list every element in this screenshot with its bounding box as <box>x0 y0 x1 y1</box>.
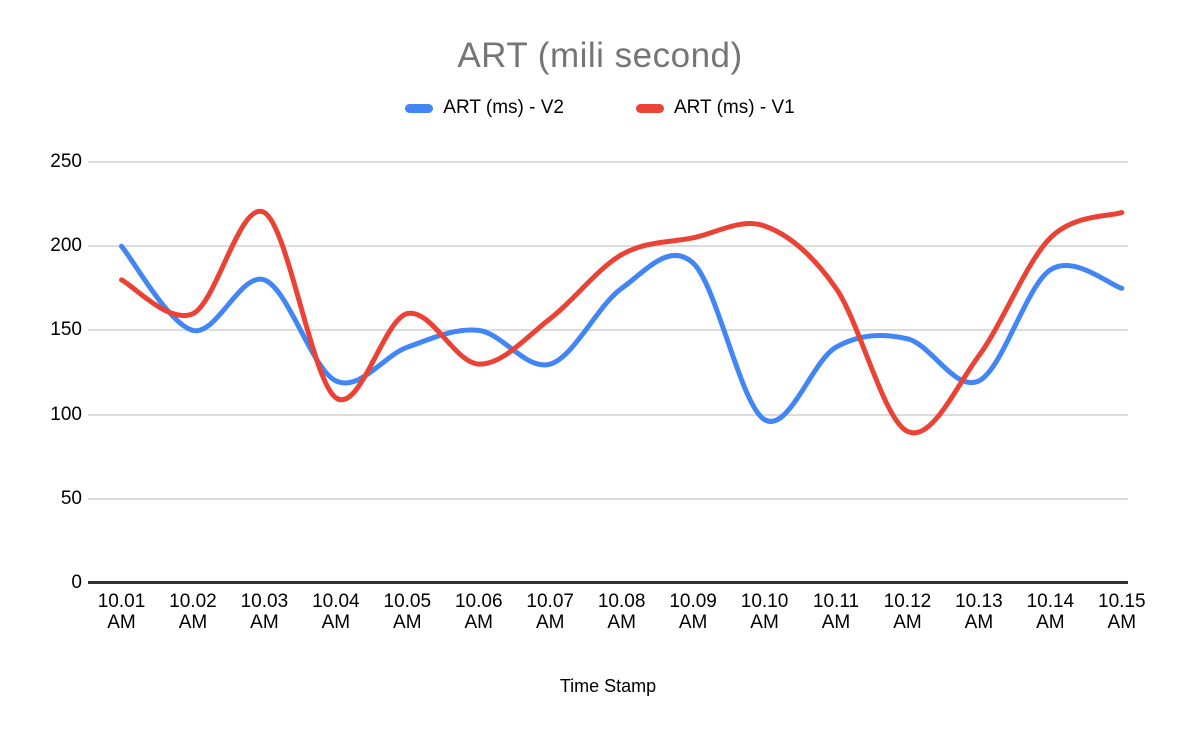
chart-title: ART (mili second) <box>457 36 743 75</box>
legend-swatch-v2-icon <box>405 103 434 113</box>
y-tick-label-0: 0 <box>71 572 82 593</box>
y-tick-label-200: 200 <box>50 235 82 257</box>
gridline-200 <box>88 245 1128 248</box>
x-tick-label-10.11-AM: 10.11 AM <box>812 591 860 633</box>
x-tick-label-10.05-AM: 10.05 AM <box>383 591 432 633</box>
x-tick-label-10.13-AM: 10.13 AM <box>955 591 1003 633</box>
legend-item-v2: ART (ms) - V2 <box>405 97 564 119</box>
x-tick-label-10.03-AM: 10.03 AM <box>240 591 289 633</box>
x-axis-title: Time Stamp <box>559 676 657 696</box>
x-tick-label-10.06-AM: 10.06 AM <box>454 591 503 633</box>
legend-label-v1: ART (ms) - V1 <box>674 97 795 118</box>
x-tick-label-10.08-AM: 10.08 AM <box>597 591 646 633</box>
y-tick-label-250: 250 <box>50 151 82 172</box>
legend-item-v1: ART (ms) - V1 <box>636 97 795 119</box>
x-tick-label-10.01-AM: 10.01 AM <box>97 591 146 633</box>
series-line-v1 <box>119 208 1125 436</box>
plot-area <box>88 161 1128 584</box>
gridline-250 <box>88 161 1128 163</box>
x-tick-label-10.02-AM: 10.02 AM <box>169 591 217 633</box>
gridline-150 <box>88 329 1128 332</box>
x-axis-line <box>88 581 1128 584</box>
y-tick-label-50: 50 <box>60 487 82 509</box>
x-tick-label-10.10-AM: 10.10 AM <box>740 591 789 633</box>
series-curves <box>119 208 1125 436</box>
series-line-v2 <box>119 243 1125 424</box>
x-tick-label-10.04-AM: 10.04 AM <box>312 591 360 633</box>
gridline-50 <box>88 497 1128 500</box>
x-tick-label-10.07-AM: 10.07 AM <box>526 591 574 633</box>
x-tick-label-10.14-AM: 10.14 AM <box>1026 591 1075 633</box>
x-tick-label-10.09-AM: 10.09 AM <box>669 591 717 633</box>
y-tick-label-100: 100 <box>50 403 82 425</box>
legend: ART (ms) - V2 ART (ms) - V1 <box>0 97 1200 119</box>
legend-swatch-v1-icon <box>636 103 664 113</box>
gridline-100 <box>88 413 1128 416</box>
legend-label-v2: ART (ms) - V2 <box>443 97 564 118</box>
x-tick-label-10.12-AM: 10.12 AM <box>883 591 932 633</box>
x-tick-label-10.15-AM: 10.15 AM <box>1098 591 1146 633</box>
y-tick-label-150: 150 <box>50 319 82 341</box>
